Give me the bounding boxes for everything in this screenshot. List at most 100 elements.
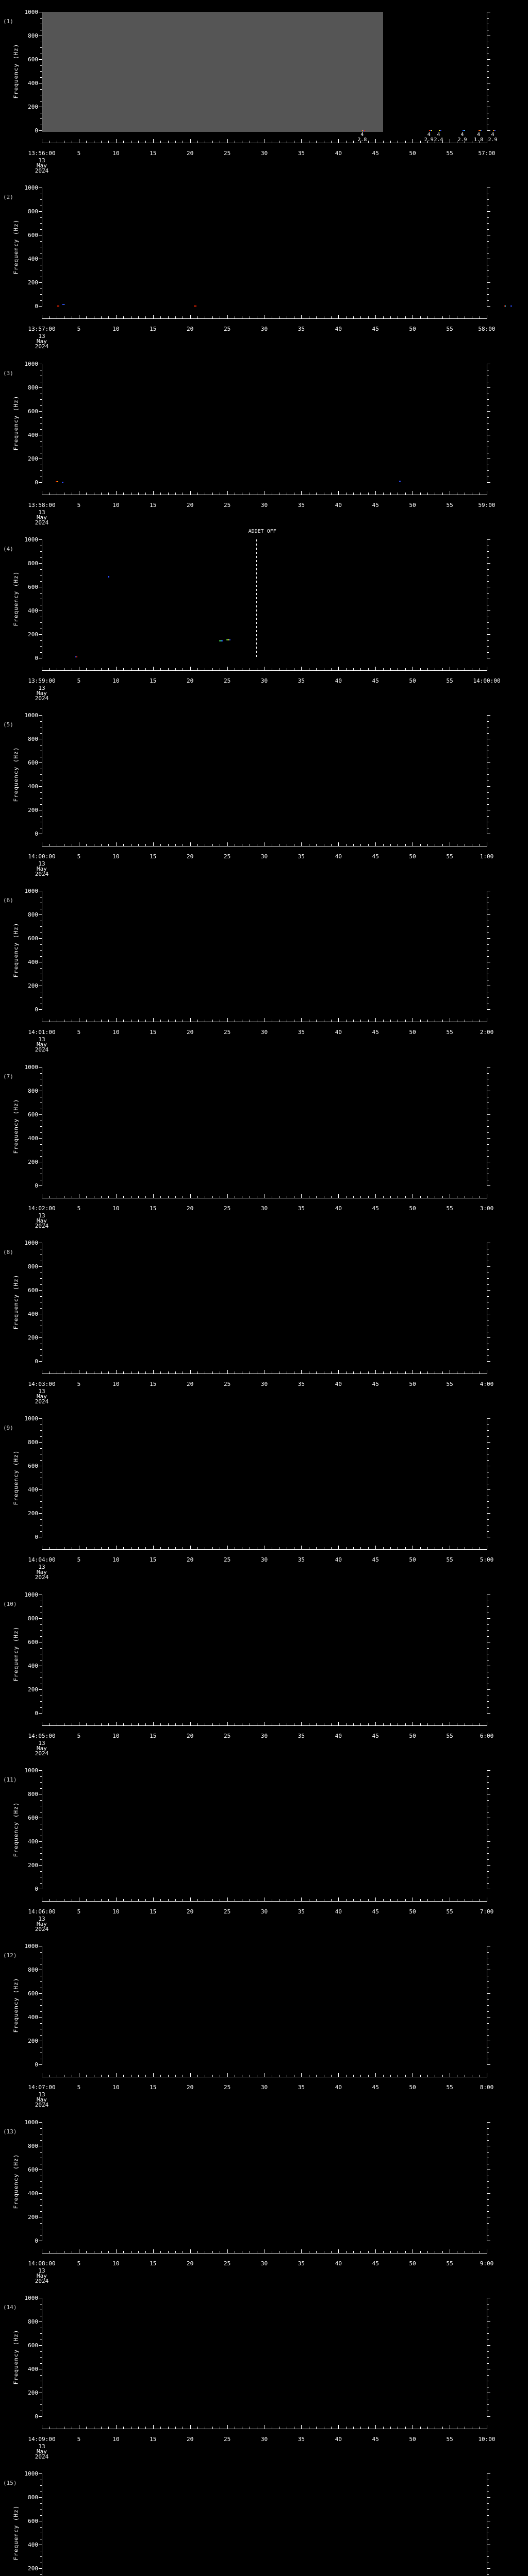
y-tick [40, 1144, 42, 1145]
x-tick-label: 25 [223, 1733, 231, 1739]
x-axis-date-label: May [37, 1217, 47, 1224]
x-tick [442, 2075, 443, 2077]
x-tick [168, 2251, 169, 2253]
x-tick-label: 5 [77, 1908, 81, 1915]
frequency-axis-label: Frequency (Hz) [12, 1098, 20, 1154]
y-tick [40, 1707, 42, 1708]
spectrogram-panel: 0200400600800100014:10:00510152025303540… [0, 2462, 528, 2576]
x-tick [160, 1547, 161, 1549]
panel-index-label: (12) [3, 1952, 17, 1959]
y-tick [487, 622, 489, 623]
x-tick [316, 316, 317, 318]
y-tick-label: 800 [28, 32, 38, 39]
y-tick [487, 1618, 490, 1619]
x-tick-label: 14:09:00 [28, 2436, 56, 2443]
y-tick [40, 2211, 42, 2212]
x-tick-label: 20 [187, 502, 194, 509]
y-tick [487, 1993, 490, 1994]
y-tick [487, 914, 490, 915]
x-tick-label: 55 [446, 1733, 453, 1739]
x-tick-label: 14:08:00 [28, 2260, 56, 2267]
x-tick [338, 1194, 339, 1198]
y-tick [40, 65, 42, 66]
x-tick [175, 2075, 176, 2077]
y-tick [40, 1430, 42, 1431]
y-tick [40, 118, 42, 119]
x-tick [138, 141, 139, 143]
x-tick [331, 1547, 332, 1549]
x-tick [138, 1196, 139, 1198]
y-tick-label: 0 [35, 1182, 38, 1189]
y-tick [487, 950, 489, 951]
x-tick-label: 30 [260, 150, 268, 157]
detection-dot [504, 306, 506, 307]
y-tick [487, 926, 489, 927]
x-tick [412, 1897, 414, 1901]
x-tick-label: 5 [77, 2436, 81, 2443]
detection-dot [57, 305, 60, 307]
x-tick [123, 316, 124, 318]
x-tick [145, 316, 146, 318]
x-tick [153, 1546, 154, 1549]
y-tick-label: 1000 [24, 184, 39, 191]
x-tick [442, 141, 443, 143]
x-tick-label: 35 [298, 2084, 305, 2091]
x-tick [368, 316, 369, 318]
y-tick-label: 600 [28, 2342, 38, 2349]
y-tick [487, 2223, 489, 2224]
y-tick-label: 1000 [24, 536, 39, 543]
x-tick [101, 1371, 102, 1374]
y-tick [487, 2345, 490, 2346]
detection-dot [75, 656, 77, 658]
x-tick [353, 2427, 354, 2429]
y-tick [39, 563, 42, 564]
x-tick [153, 139, 154, 143]
x-tick [338, 139, 339, 143]
x-tick [168, 1196, 169, 1198]
x-tick [212, 2075, 213, 2077]
y-tick [487, 762, 490, 763]
y-tick [487, 1606, 489, 1607]
y-tick [487, 2357, 489, 2358]
x-tick [368, 2251, 369, 2253]
y-tick [39, 539, 42, 540]
x-tick [442, 1020, 443, 1022]
x-tick [101, 2075, 102, 2077]
y-tick [487, 733, 489, 734]
y-tick [39, 786, 42, 787]
x-tick [86, 1371, 87, 1374]
x-tick [331, 2075, 332, 2077]
detection-dot [62, 304, 65, 306]
x-tick [368, 1371, 369, 1374]
frequency-axis-label: Frequency (Hz) [12, 395, 20, 451]
x-tick [368, 2427, 369, 2429]
x-axis-date-label: May [37, 1569, 47, 1575]
x-tick-label: 25 [223, 2084, 231, 2091]
y-tick [40, 968, 42, 969]
x-tick [316, 493, 317, 495]
x-tick [108, 1020, 109, 1022]
x-axis [42, 670, 487, 671]
x-tick-label: 1:00 [480, 853, 494, 860]
y-tick [40, 640, 42, 641]
y-tick [487, 721, 489, 722]
x-tick [420, 1020, 421, 1022]
y-tick [39, 2497, 42, 2498]
panel-index-label: (15) [3, 2480, 17, 2486]
x-tick-label: 55 [446, 1908, 453, 1915]
y-tick [487, 1707, 489, 1708]
x-tick [331, 1899, 332, 1901]
x-tick-label: 15 [150, 1029, 157, 1036]
x-tick-label: 45 [372, 2260, 379, 2267]
y-tick [40, 792, 42, 793]
x-tick [101, 844, 102, 846]
x-tick-label: 35 [298, 1205, 305, 1212]
x-tick [108, 141, 109, 143]
x-tick [442, 1899, 443, 1901]
x-tick [138, 493, 139, 495]
x-tick-label: 15 [150, 1381, 157, 1387]
x-tick [405, 2427, 406, 2429]
panel-index-label: (11) [3, 1776, 17, 1783]
x-tick [175, 1196, 176, 1198]
x-tick [212, 1723, 213, 1725]
